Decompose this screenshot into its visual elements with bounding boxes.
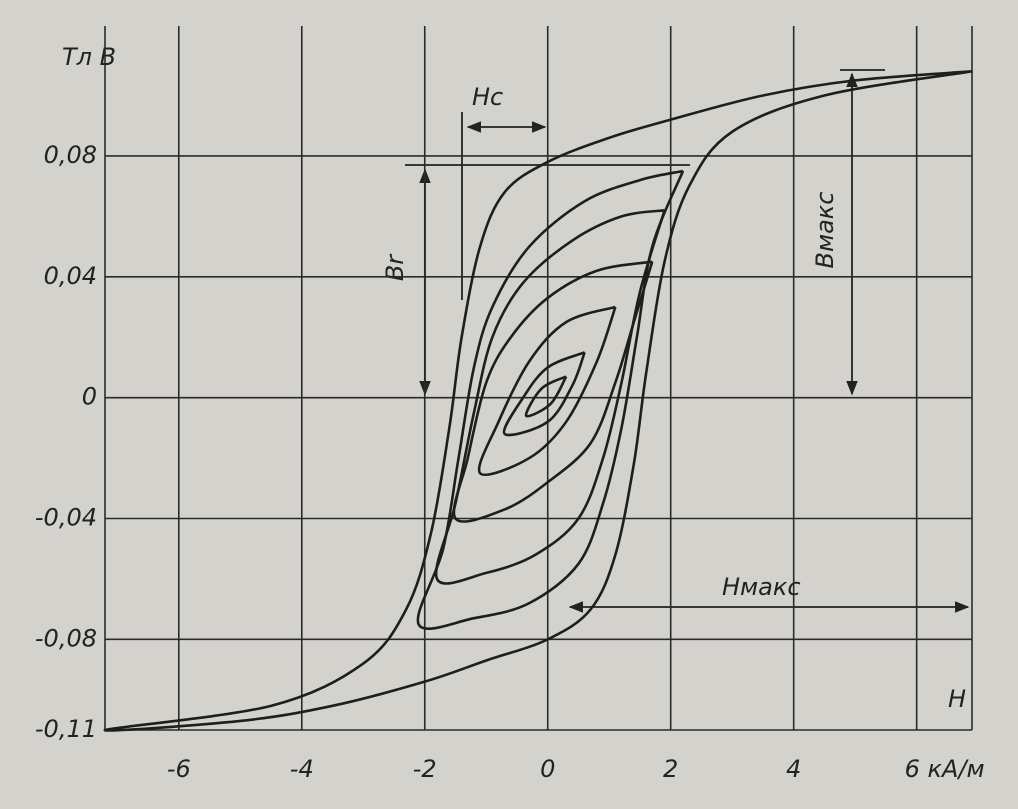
hysteresis-loop: [416, 169, 685, 630]
x-tick-label: 6 кА/м: [905, 755, 985, 783]
y-tick-label: 0: [82, 383, 97, 411]
annotation: Bмакс: [811, 192, 839, 269]
hysteresis-loop: [434, 209, 666, 585]
x-tick-label: -4: [290, 755, 314, 783]
y-tick-label: -0,04: [35, 503, 97, 531]
y-axis-label: Тл B: [62, 43, 116, 71]
y-tick-label: -0,11: [35, 715, 97, 743]
y-tick-label: 0,04: [44, 262, 97, 290]
x-tick-label: -6: [167, 755, 191, 783]
x-tick-label: 4: [786, 755, 801, 783]
y-tick-label: -0,08: [35, 624, 97, 652]
x-tick-label: 0: [540, 755, 555, 783]
y-tick-label: 0,08: [44, 141, 97, 169]
annotation: Hc: [472, 83, 503, 111]
annotation: Hмакс: [722, 573, 801, 601]
hysteresis-loop: [452, 260, 654, 523]
x-tick-label: -2: [413, 755, 437, 783]
hysteresis-loop: [103, 70, 973, 732]
x-axis-label: H: [948, 685, 966, 713]
hysteresis-loop: [524, 375, 568, 418]
x-tick-label: 2: [663, 755, 678, 783]
hysteresis-loop: [502, 351, 586, 437]
hysteresis-loop: [477, 305, 617, 476]
